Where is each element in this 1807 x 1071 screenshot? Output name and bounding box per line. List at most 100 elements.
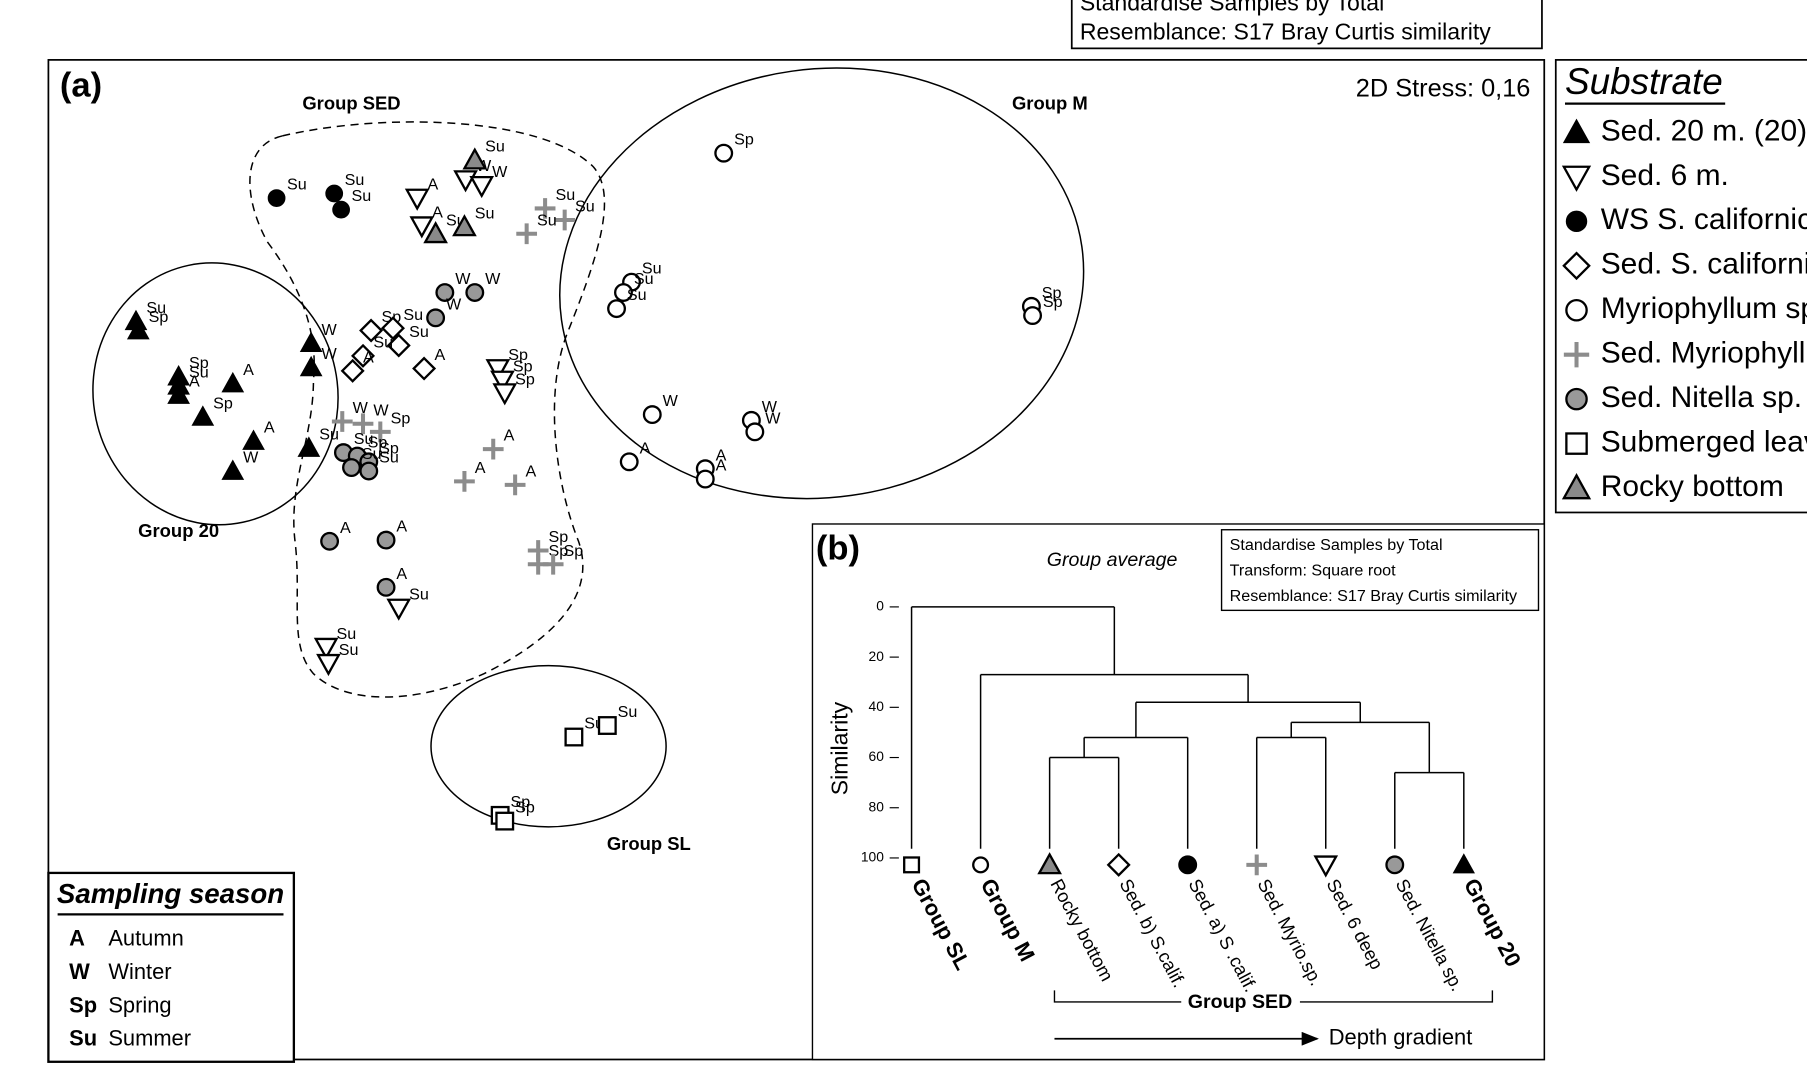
data-point: [554, 209, 576, 231]
legend-label: Sed. 6 m.: [1601, 159, 1729, 192]
data-point: [340, 358, 365, 383]
point-label: A: [526, 462, 537, 480]
panel-b-frame: [811, 523, 1545, 1061]
data-point: [359, 318, 384, 343]
leaf-marker: [1385, 855, 1405, 875]
point-label: W: [765, 409, 781, 427]
data-point: [386, 598, 412, 621]
point-label: Su: [339, 641, 359, 659]
note-line: Standardise Samples by Total: [1080, 0, 1384, 16]
data-point: [376, 530, 396, 550]
point-label: Su: [345, 171, 365, 189]
legend-label: Sed. Nitella sp.: [1601, 381, 1802, 414]
data-point: [452, 214, 477, 237]
data-point: [695, 469, 715, 489]
group-sed-bracket: [1053, 990, 1494, 1003]
point-label: A: [428, 176, 439, 194]
point-label: Su: [409, 586, 429, 604]
data-point: [386, 333, 411, 358]
point-label: A: [640, 439, 651, 457]
data-point: [376, 577, 396, 597]
legend-label: WS S. californica: [1601, 203, 1807, 236]
legend-label: Sed. Myriophyllum sp.: [1601, 337, 1807, 370]
point-label: Su: [575, 198, 595, 216]
point-label: Su: [403, 306, 423, 324]
point-label: Sp: [189, 354, 209, 372]
legend-marker: [1562, 251, 1591, 281]
point-label: Su: [537, 211, 557, 229]
data-point: [504, 474, 526, 496]
data-point: [409, 216, 435, 239]
point-label: Su: [351, 187, 371, 205]
data-point: [380, 316, 405, 341]
point-label: Sp: [511, 793, 531, 811]
point-label: Sp: [734, 131, 754, 149]
point-label: A: [432, 203, 443, 221]
point-label: Sp: [1042, 284, 1062, 302]
point-label: A: [504, 427, 515, 445]
point-label: W: [762, 398, 778, 416]
point-label: Su: [485, 138, 505, 156]
data-point: [465, 283, 485, 302]
data-point: [485, 359, 511, 382]
point-label: Su: [555, 186, 575, 204]
data-point: [126, 318, 150, 340]
legend-marker: [1562, 118, 1591, 144]
data-point: [267, 189, 286, 207]
data-point: [454, 471, 475, 492]
point-label: A: [264, 419, 275, 437]
data-point: [614, 283, 633, 302]
legend-box: [1554, 59, 1807, 514]
data-point: [607, 299, 626, 319]
y-tick-label: 80: [869, 798, 885, 814]
leaf-marker: [1106, 852, 1131, 877]
point-label: A: [434, 346, 445, 364]
group-label: Group SL: [607, 833, 691, 854]
data-point: [495, 811, 515, 831]
point-label: Sp: [379, 439, 399, 457]
point-label: A: [243, 361, 254, 379]
point-label: Su: [627, 286, 647, 304]
note-line: Resemblance: S17 Bray Curtis similarity: [1230, 587, 1518, 605]
data-point: [369, 421, 391, 443]
legend-title: Substrate: [1565, 61, 1723, 102]
legend-marker: [1561, 165, 1592, 192]
data-point: [426, 308, 446, 328]
leaf-marker: [1313, 855, 1339, 878]
season-key: A: [69, 926, 85, 951]
y-tick-label: 40: [869, 698, 885, 714]
panel-b-note-box: [1220, 529, 1540, 612]
point-label: W: [446, 295, 462, 313]
season-key: Sp: [69, 992, 97, 1017]
bracket-label: Group SED: [1188, 991, 1292, 1013]
data-point: [642, 405, 662, 425]
data-point: [492, 383, 518, 406]
legend-label: Rocky bottom: [1601, 470, 1784, 503]
data-point: [242, 429, 265, 450]
point-label: Su: [319, 426, 339, 444]
point-label: Sp: [508, 346, 528, 364]
data-point: [619, 452, 639, 472]
leaf-marker: [903, 856, 921, 874]
point-label: W: [455, 270, 471, 288]
point-label: W: [322, 345, 338, 363]
data-point: [352, 413, 374, 435]
data-point: [516, 223, 538, 245]
data-point: [297, 436, 321, 457]
legend-marker: [1565, 432, 1588, 455]
data-point: [714, 143, 734, 163]
data-point: [299, 331, 323, 353]
season-name: Winter: [108, 959, 171, 984]
legend-marker: [1565, 298, 1588, 322]
leaf-marker: [972, 856, 990, 874]
point-label: Sp: [1043, 293, 1063, 311]
data-point: [435, 283, 455, 302]
data-point: [167, 383, 190, 404]
y-tick-label: 20: [869, 648, 885, 664]
data-point: [469, 175, 495, 199]
point-label: Sp: [368, 434, 388, 452]
point-label: A: [475, 459, 486, 477]
point-label: A: [396, 518, 407, 536]
data-point: [320, 531, 340, 551]
leaf-marker: [1178, 855, 1198, 875]
